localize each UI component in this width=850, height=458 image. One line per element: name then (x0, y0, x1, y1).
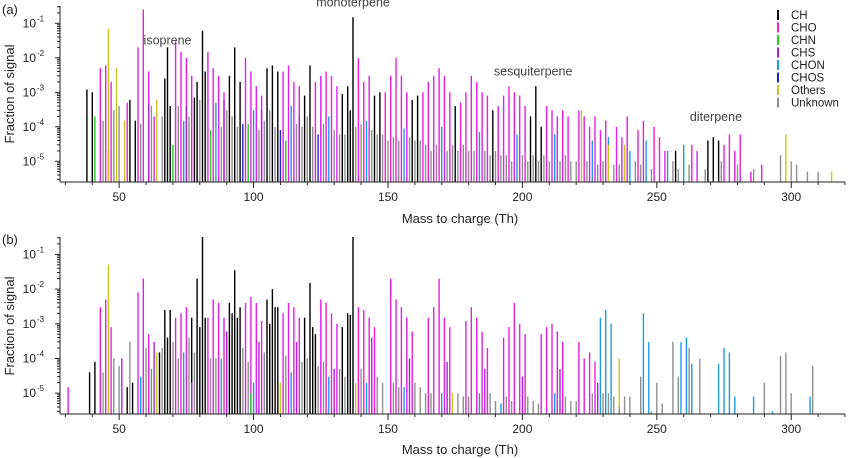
legend-label-ch: CH (791, 10, 808, 22)
y-tick-exponent: -5 (37, 384, 45, 393)
x-tick-label: 150 (378, 190, 398, 204)
legend-label-chs: CHS (791, 48, 816, 60)
x-tick-label: 50 (112, 190, 126, 204)
x-tick-label: 150 (378, 422, 398, 436)
y-tick-label: 10 (23, 120, 37, 134)
y-tick-label: 10 (23, 51, 37, 65)
y-tick-exponent: -2 (37, 49, 45, 58)
y-tick-label: 10 (23, 154, 37, 168)
y-axis-title: Fraction of signal (2, 44, 17, 143)
y-tick-exponent: -5 (37, 152, 45, 161)
x-tick-label: 200 (512, 190, 532, 204)
panel-label: (a) (2, 2, 18, 17)
x-tick-label: 300 (781, 422, 801, 436)
y-tick-label: 10 (23, 85, 37, 99)
annotation-diterpene: diterpene (690, 110, 742, 124)
annotation-isoprene: isoprene (144, 33, 192, 47)
y-tick-exponent: -1 (37, 245, 45, 254)
x-tick-label: 100 (244, 422, 264, 436)
x-axis-title: Mass to charge (Th) (402, 211, 518, 226)
legend-label-others: Others (791, 85, 826, 97)
y-tick-exponent: -4 (37, 118, 45, 127)
y-tick-label: 10 (23, 282, 37, 296)
y-tick-label: 10 (23, 247, 37, 261)
legend-label-unknown: Unknown (791, 98, 839, 110)
legend-label-cho: CHO (791, 23, 817, 35)
y-tick-label: 10 (23, 351, 37, 365)
panel-label: (b) (2, 232, 18, 247)
x-tick-label: 50 (112, 422, 126, 436)
y-tick-label: 10 (23, 16, 37, 30)
x-tick-label: 100 (244, 190, 264, 204)
y-tick-exponent: -3 (37, 83, 45, 92)
x-tick-label: 200 (512, 422, 532, 436)
y-tick-exponent: -2 (37, 280, 45, 289)
y-axis-title: Fraction of signal (2, 276, 17, 375)
legend-label-chon: CHON (791, 60, 825, 72)
x-tick-label: 300 (781, 190, 801, 204)
y-tick-exponent: -3 (37, 315, 45, 324)
y-tick-label: 10 (23, 317, 37, 331)
legend-label-chos: CHOS (791, 73, 825, 85)
y-tick-exponent: -4 (37, 349, 45, 358)
y-tick-label: 10 (23, 386, 37, 400)
y-tick-exponent: -1 (37, 14, 45, 23)
legend-label-chn: CHN (791, 35, 816, 47)
x-tick-label: 250 (647, 190, 667, 204)
x-tick-label: 250 (647, 422, 667, 436)
x-axis-title: Mass to charge (Th) (402, 442, 518, 457)
annotation-sesquiterpene: sesquiterpene (494, 65, 573, 79)
annotation-monoterpene: monoterpene (316, 0, 390, 10)
